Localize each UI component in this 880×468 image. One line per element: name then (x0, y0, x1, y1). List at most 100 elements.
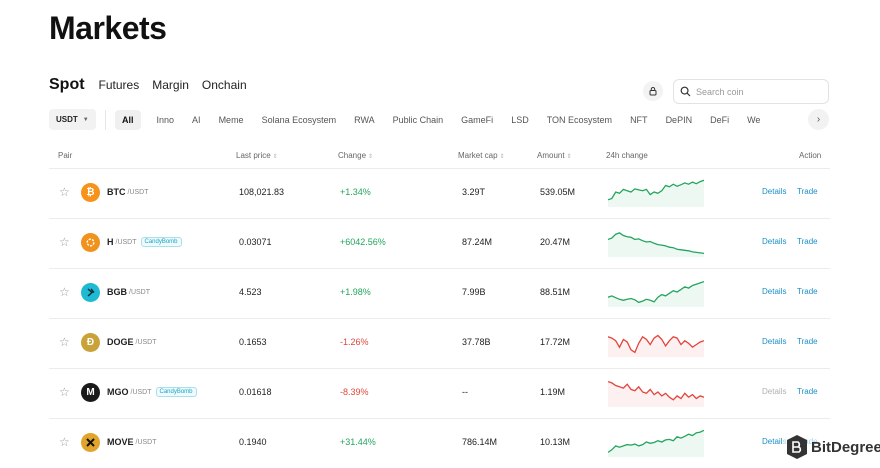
pair-name: BGB/USDT (107, 287, 150, 297)
column-header-last-price[interactable]: Last price ⇕ (236, 151, 278, 160)
sparkline-area (608, 180, 704, 207)
row-divider (49, 168, 830, 169)
sparkline-line (608, 334, 704, 354)
star-icon[interactable]: ☆ (59, 435, 70, 449)
amount: 17.72M (540, 337, 571, 347)
caret-down-icon: ▼ (82, 116, 89, 123)
pair-name: DOGE/USDT (107, 337, 157, 347)
category-rwa[interactable]: RWA (354, 114, 375, 125)
star-icon[interactable]: ☆ (59, 335, 70, 349)
trade-link[interactable]: Trade (797, 187, 818, 196)
tab-onchain[interactable]: Onchain (201, 78, 247, 92)
category-we[interactable]: We (747, 114, 761, 125)
details-link[interactable]: Details (762, 187, 787, 196)
category-gamefi[interactable]: GameFi (461, 114, 494, 125)
btc-icon: ₿ (81, 183, 100, 202)
column-header-market-cap[interactable]: Market cap ⇕ (458, 151, 505, 160)
category-ton-ecosystem[interactable]: TON Ecosystem (546, 114, 613, 125)
h-coin-icon (81, 233, 100, 252)
category-solana-ecosystem[interactable]: Solana Ecosystem (261, 114, 337, 125)
table-row[interactable]: ☆ Ð DOGE/USDT 0.1653 -1.26% 37.78B 17.72… (0, 318, 880, 368)
sparkline-line (608, 179, 704, 201)
search-box[interactable] (673, 79, 829, 104)
category-all[interactable]: All (115, 109, 141, 130)
category-nft[interactable]: NFT (630, 114, 648, 125)
star-icon[interactable]: ☆ (59, 185, 70, 199)
market-cap: 786.14M (462, 437, 498, 447)
change-percent: +31.44% (340, 437, 376, 447)
tab-spot[interactable]: Spot (49, 76, 85, 93)
candybomb-badge: CandyBomb (140, 237, 182, 247)
category-depin[interactable]: DePIN (665, 114, 693, 125)
bitdegree-logo-icon (787, 435, 807, 459)
market-cap: -- (462, 387, 468, 397)
details-link[interactable]: Details (762, 287, 787, 296)
chevron-right-icon[interactable]: › (808, 109, 829, 130)
sparkline-chart (608, 334, 704, 357)
mgo-icon: M (81, 383, 100, 402)
sparkline-line (608, 232, 704, 255)
tab-margin[interactable]: Margin (152, 78, 189, 92)
tab-futures[interactable]: Futures (98, 78, 140, 92)
star-icon[interactable]: ☆ (59, 285, 70, 299)
column-header-change[interactable]: Change ⇕ (338, 151, 374, 160)
star-icon[interactable]: ☆ (59, 385, 70, 399)
table-row[interactable]: ☆ H/USDT CandyBomb 0.03071 +6042.56% 87.… (0, 218, 880, 268)
change-percent: +1.34% (340, 187, 371, 197)
bgb-icon (81, 283, 100, 302)
column-header-amount[interactable]: Amount ⇕ (537, 151, 572, 160)
sparkline-line (608, 429, 704, 453)
sort-icon: ⇕ (499, 154, 505, 160)
table-row[interactable]: ☆ ₿ BTC/USDT 108,021.83 +1.34% 3.29T 539… (0, 168, 880, 218)
lock-icon (649, 87, 657, 96)
sort-icon: ⇕ (272, 154, 278, 160)
details-link[interactable]: Details (762, 437, 787, 446)
sparkline-area (608, 381, 704, 407)
trade-link[interactable]: Trade (797, 237, 818, 246)
category-ai[interactable]: AI (192, 114, 201, 125)
sparkline-chart (608, 280, 704, 307)
candybomb-badge: CandyBomb (155, 387, 197, 397)
market-cap: 3.29T (462, 187, 486, 197)
last-price: 0.03071 (239, 237, 272, 247)
lock-button[interactable] (643, 81, 663, 101)
trade-link[interactable]: Trade (797, 287, 818, 296)
change-percent: +1.98% (340, 287, 371, 297)
watermark-text: BitDegree (811, 438, 880, 456)
category-meme[interactable]: Meme (218, 114, 244, 125)
sparkline-line (608, 380, 704, 401)
category-public-chain[interactable]: Public Chain (392, 114, 444, 125)
last-price: 108,021.83 (239, 187, 285, 197)
table-row[interactable]: ☆ BGB/USDT 4.523 +1.98% 7.99B 88.51M Det… (0, 268, 880, 318)
sparkline-area (608, 335, 704, 357)
category-inno[interactable]: Inno (156, 114, 175, 125)
market-cap: 7.99B (462, 287, 486, 297)
sparkline-line (608, 280, 704, 304)
row-divider (49, 318, 830, 319)
star-icon[interactable]: ☆ (59, 235, 70, 249)
market-cap: 87.24M (462, 237, 493, 247)
divider (105, 110, 106, 130)
table-row[interactable]: ☆ MOVE/USDT 0.1940 +31.44% 786.14M 10.13… (0, 418, 880, 468)
trade-link[interactable]: Trade (797, 337, 818, 346)
search-icon (680, 86, 691, 97)
quote-currency-value: USDT (56, 115, 78, 124)
move-icon (81, 433, 100, 452)
quote-currency-select[interactable]: USDT ▼ (49, 109, 96, 130)
pair-name: MGO/USDT CandyBomb (107, 387, 197, 397)
category-lsd[interactable]: LSD (511, 114, 529, 125)
trade-link[interactable]: Trade (797, 387, 818, 396)
amount: 539.05M (540, 187, 576, 197)
search-input[interactable] (696, 86, 816, 97)
details-link[interactable]: Details (762, 337, 787, 346)
category-defi[interactable]: DeFi (710, 114, 730, 125)
column-header-action: Action (799, 151, 822, 160)
details-link: Details (762, 387, 787, 396)
pair-name: H/USDT CandyBomb (107, 237, 182, 247)
details-link[interactable]: Details (762, 237, 787, 246)
table-row[interactable]: ☆ M MGO/USDT CandyBomb 0.01618 -8.39% --… (0, 368, 880, 418)
change-percent: -1.26% (340, 337, 369, 347)
last-price: 4.523 (239, 287, 262, 297)
pair-name: MOVE/USDT (107, 437, 157, 447)
doge-icon: Ð (81, 333, 100, 352)
